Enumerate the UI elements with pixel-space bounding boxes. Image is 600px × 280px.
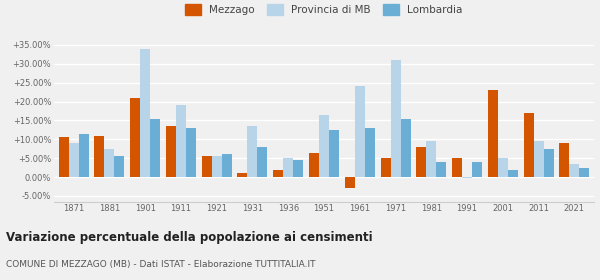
Bar: [319, 115, 329, 177]
Bar: [115, 156, 124, 177]
Bar: [365, 128, 375, 177]
Bar: [569, 164, 580, 177]
Bar: [544, 149, 554, 177]
Bar: [580, 168, 589, 177]
Bar: [186, 128, 196, 177]
Bar: [426, 141, 436, 177]
Bar: [283, 158, 293, 177]
Bar: [329, 130, 339, 177]
Bar: [94, 136, 104, 177]
Bar: [176, 105, 186, 177]
Bar: [524, 113, 533, 177]
Bar: [391, 60, 401, 177]
Bar: [79, 134, 89, 177]
Bar: [222, 154, 232, 177]
Bar: [345, 177, 355, 188]
Bar: [293, 160, 303, 177]
Bar: [104, 149, 115, 177]
Bar: [202, 156, 212, 177]
Bar: [68, 143, 79, 177]
Bar: [472, 162, 482, 177]
Bar: [166, 126, 176, 177]
Bar: [436, 162, 446, 177]
Legend: Mezzago, Provincia di MB, Lombardia: Mezzago, Provincia di MB, Lombardia: [183, 2, 465, 17]
Bar: [462, 177, 472, 178]
Bar: [401, 118, 410, 177]
Bar: [498, 158, 508, 177]
Bar: [257, 147, 268, 177]
Bar: [355, 87, 365, 177]
Bar: [559, 143, 569, 177]
Bar: [533, 141, 544, 177]
Bar: [309, 153, 319, 177]
Bar: [150, 118, 160, 177]
Bar: [238, 173, 247, 177]
Bar: [452, 158, 462, 177]
Bar: [488, 90, 498, 177]
Bar: [508, 169, 518, 177]
Bar: [59, 137, 68, 177]
Text: Variazione percentuale della popolazione ai censimenti: Variazione percentuale della popolazione…: [6, 231, 373, 244]
Bar: [273, 169, 283, 177]
Bar: [130, 98, 140, 177]
Bar: [212, 156, 222, 177]
Bar: [416, 147, 426, 177]
Text: COMUNE DI MEZZAGO (MB) - Dati ISTAT - Elaborazione TUTTITALIA.IT: COMUNE DI MEZZAGO (MB) - Dati ISTAT - El…: [6, 260, 316, 269]
Bar: [380, 158, 391, 177]
Bar: [140, 49, 150, 177]
Bar: [247, 126, 257, 177]
